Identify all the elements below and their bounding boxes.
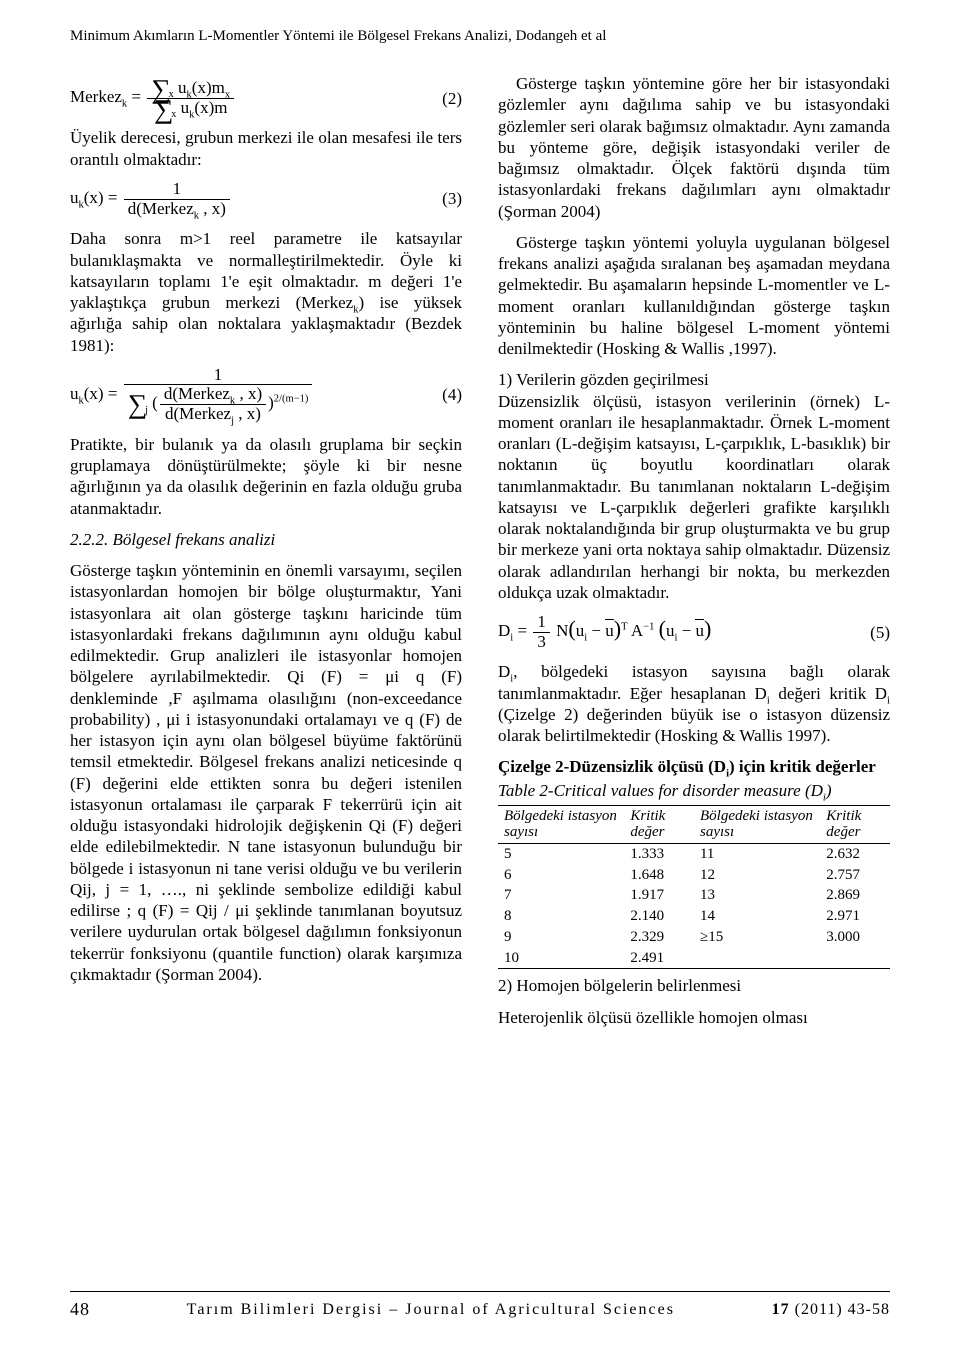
equation-2-body: Merkezk = ∑x uk(x)mx ∑x uk(x)m (70, 79, 236, 117)
left-para-3: Pratikte, bir bulanık ya da olasılı grup… (70, 434, 462, 519)
equation-4-body: uk(x) = 1 ∑j ( d(Merkezk , x) d(Merkezj … (70, 366, 314, 424)
equation-3-body: uk(x) = 1 d(Merkezk , x) (70, 180, 232, 218)
table-row: 6 1.648 12 2.757 (498, 865, 890, 886)
left-column: Merkezk = ∑x uk(x)mx ∑x uk(x)m (2) Üyeli… (70, 73, 462, 1038)
table-2-col-4: Kritik değer (820, 805, 890, 843)
table-2-caption: Çizelge 2-Düzensizlik ölçüsü (Di) için k… (498, 756, 890, 777)
footer-volume: 17 (2011) 43-58 (772, 1301, 890, 1319)
table-row: 5 1.333 11 2.632 (498, 843, 890, 864)
right-para-1: Gösterge taşkın yöntemine göre her bir i… (498, 73, 890, 222)
table-2-col-2: Kritik değer (624, 805, 694, 843)
equation-3-number: (3) (436, 188, 462, 209)
footer-journal: Tarım Bilimleri Dergisi – Journal of Agr… (90, 1301, 772, 1319)
equation-3: uk(x) = 1 d(Merkezk , x) (3) (70, 180, 462, 218)
equation-2-number: (2) (436, 88, 462, 109)
table-row: 10 2.491 (498, 948, 890, 969)
equation-5-number: (5) (864, 622, 890, 643)
table-2: Bölgedeki istasyon sayısı Kritik değer B… (498, 805, 890, 970)
table-row: 8 2.140 14 2.971 (498, 906, 890, 927)
equation-2: Merkezk = ∑x uk(x)mx ∑x uk(x)m (2) (70, 79, 462, 117)
right-step-1: 1) Verilerin gözden geçirilmesi Düzensiz… (498, 369, 890, 603)
right-column: Gösterge taşkın yöntemine göre her bir i… (498, 73, 890, 1038)
equation-5: Di = 1 3 N(ui − u)T A−1 (ui − u) (5) (498, 613, 890, 651)
equation-4-number: (4) (436, 384, 462, 405)
left-para-1: Üyelik derecesi, grubun merkezi ile olan… (70, 127, 462, 170)
table-2-col-1: Bölgedeki istasyon sayısı (498, 805, 624, 843)
footer-year-pages: (2011) 43-58 (795, 1301, 890, 1318)
table-2-subcaption: Table 2-Critical values for disorder mea… (498, 780, 890, 801)
section-heading-222: 2.2.2. Bölgesel frekans analizi (70, 529, 462, 550)
table-2-col-3: Bölgedeki istasyon sayısı (694, 805, 820, 843)
table-row: 7 1.917 13 2.869 (498, 885, 890, 906)
page: Minimum Akımların L-Momentler Yöntemi il… (0, 0, 960, 1346)
left-para-4: Gösterge taşkın yönteminin en önemli var… (70, 560, 462, 985)
two-column-layout: Merkezk = ∑x uk(x)mx ∑x uk(x)m (2) Üyeli… (70, 73, 890, 1038)
page-footer: 48 Tarım Bilimleri Dergisi – Journal of … (70, 1299, 890, 1320)
footer-volume-number: 17 (772, 1301, 790, 1318)
right-step-2: 2) Homojen bölgelerin belirlenmesi (498, 975, 890, 996)
equation-4: uk(x) = 1 ∑j ( d(Merkezk , x) d(Merkezj … (70, 366, 462, 424)
right-para-6: Heterojenlik ölçüsü özellikle homojen ol… (498, 1007, 890, 1028)
equation-5-body: Di = 1 3 N(ui − u)T A−1 (ui − u) (498, 613, 711, 651)
right-para-4: Di, bölgedeki istasyon sayısına bağlı ol… (498, 661, 890, 746)
right-step-1-head: 1) Verilerin gözden geçirilmesi (498, 370, 709, 389)
footer-rule (70, 1291, 890, 1292)
running-title: Minimum Akımların L-Momentler Yöntemi il… (70, 28, 890, 45)
table-2-body: 5 1.333 11 2.632 6 1.648 12 2.757 7 1.91… (498, 843, 890, 969)
table-row: 9 2.329 ≥15 3.000 (498, 927, 890, 948)
right-para-2: Gösterge taşkın yöntemi yoluyla uygulana… (498, 232, 890, 360)
left-para-2: Daha sonra m>1 reel parametre ile katsay… (70, 228, 462, 356)
page-number: 48 (70, 1299, 90, 1320)
right-step-1-body: Düzensizlik ölçüsü, istasyon verilerinin… (498, 392, 890, 602)
table-2-header-row: Bölgedeki istasyon sayısı Kritik değer B… (498, 805, 890, 843)
